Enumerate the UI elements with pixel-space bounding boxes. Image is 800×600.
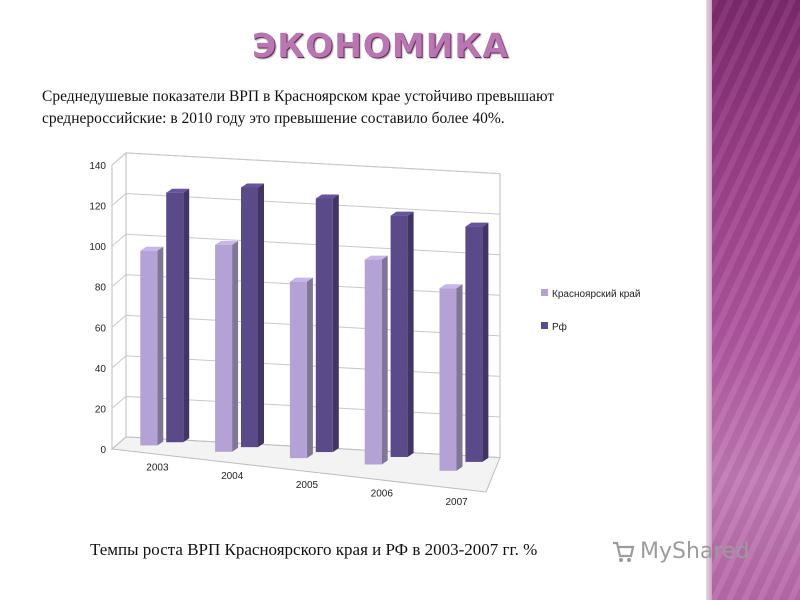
bar-front (140, 250, 158, 446)
bar (140, 246, 164, 446)
bar-side (456, 284, 463, 471)
bar-front (241, 187, 258, 448)
x-tick-label: 2005 (296, 480, 319, 491)
bar-front (215, 244, 233, 452)
bar (166, 188, 190, 443)
bar-front (439, 288, 457, 471)
legend-swatch (541, 289, 548, 296)
bar-top (465, 222, 489, 227)
y-tick-label: 20 (95, 404, 107, 415)
bar-chart: 0 20 40 60 80 100 120 140 2003 2004 2005 2006 2007 Кр… (89, 151, 640, 508)
legend-swatch (541, 322, 548, 329)
bar (465, 222, 489, 462)
bar-side (258, 183, 264, 448)
bar-top (241, 183, 264, 188)
intro-line-2: среднероссийские: в 2010 году это превыш… (42, 110, 505, 127)
bar-front (364, 259, 382, 465)
bar-side (407, 211, 414, 457)
side-strip-edge (706, 0, 712, 600)
bar-front (465, 226, 483, 462)
x-tick-label: 2006 (371, 488, 394, 499)
bar-side (332, 194, 339, 453)
bar-top (439, 284, 463, 289)
y-tick-label: 0 (100, 445, 106, 456)
bar-front (166, 192, 184, 443)
bar-front (390, 215, 408, 457)
bar-top (140, 246, 164, 251)
bar (439, 284, 463, 471)
slide-title: ЭКОНОМИКА (252, 26, 509, 65)
bar-side (482, 222, 489, 462)
y-tick-label: 140 (89, 161, 106, 172)
gridline (111, 193, 501, 215)
bar-top (289, 277, 313, 282)
chart-side-wall (111, 151, 127, 451)
bar-top (390, 211, 414, 216)
x-tick-label: 2007 (445, 497, 468, 508)
y-tick-label: 40 (95, 364, 107, 375)
cart-icon (613, 541, 635, 562)
gridline (111, 152, 501, 175)
intro-line-1: Среднедушевые показатели ВРП в Красноярс… (42, 88, 555, 105)
y-tick-label: 60 (95, 323, 107, 334)
bar-top (215, 240, 239, 245)
bar-side (157, 246, 164, 446)
y-tick-label: 120 (89, 202, 106, 213)
decorative-side-strip (712, 0, 800, 600)
bar-top (315, 194, 339, 199)
y-tick-label: 80 (95, 283, 107, 294)
y-tick-label: 100 (89, 242, 106, 253)
bar (215, 240, 239, 452)
bar-side (232, 240, 239, 452)
bar-top (364, 255, 388, 260)
watermark-text: MyShared (640, 538, 750, 564)
bar-side (306, 277, 313, 459)
bar-side (381, 255, 388, 465)
legend-label: Рф (552, 321, 567, 333)
chart-caption: Темпы роста ВРП Красноярского края и РФ … (90, 540, 538, 559)
bar-front (315, 198, 333, 453)
legend-label: Красноярский край (552, 289, 640, 300)
bar (241, 183, 264, 448)
gridline (111, 233, 501, 256)
bar-top (166, 188, 190, 193)
watermark: MyShared (610, 538, 749, 564)
bar (390, 211, 414, 457)
bar-side (183, 188, 190, 443)
intro-text: Среднедушевые показатели ВРП в Красноярс… (42, 86, 662, 130)
bar (315, 194, 339, 453)
bar (364, 255, 388, 465)
bar (289, 277, 313, 459)
bar-front (289, 281, 307, 459)
x-tick-label: 2004 (221, 471, 244, 482)
x-tick-label: 2003 (146, 463, 169, 474)
